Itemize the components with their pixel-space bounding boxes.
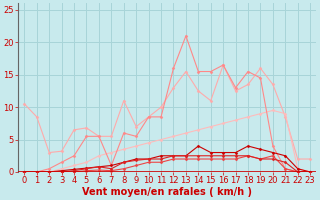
X-axis label: Vent moyen/en rafales ( km/h ): Vent moyen/en rafales ( km/h ) [82,187,252,197]
